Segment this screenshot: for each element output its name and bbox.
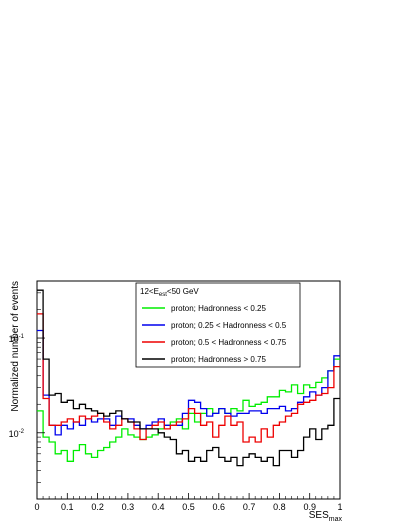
x-tick-label: 0: [34, 502, 39, 512]
legend-header-sub: est: [159, 292, 167, 298]
axes: 0 0.1 0.2 0.3 0.4 0.5 0.6 0.7 0.8 0.9 110-210-1: [9, 280, 343, 512]
x-tick-label: 0.1: [61, 502, 74, 512]
series-line-2: [37, 329, 340, 436]
x-tick-label: 0.8: [273, 502, 286, 512]
y-tick-label-exponent: -1: [19, 334, 25, 340]
legend-header: 12<Eest<50 GeV: [140, 287, 199, 298]
series-line-3: [37, 313, 340, 443]
x-tick-label: 0.2: [91, 502, 104, 512]
x-tick-label: 0.4: [152, 502, 165, 512]
legend-entry-4: proton; Hadronness > 0.75: [171, 355, 267, 364]
legend-entry-2: proton; 0.25 < Hadronness < 0.5: [171, 321, 287, 330]
series-line-4: [37, 289, 340, 467]
y-tick-label-base: 10: [9, 429, 19, 439]
x-tick-label: 0.5: [182, 502, 195, 512]
legend: 12<Eest<50 GeV proton; Hadronness < 0.25…: [135, 282, 301, 368]
x-axis-title: SESmax: [309, 510, 343, 523]
x-tick-label: 0.9: [303, 502, 316, 512]
x-axis-title-sub: max: [329, 516, 343, 523]
legend-header-rest: <50 GeV: [167, 287, 199, 296]
x-tick-label: 0.6: [213, 502, 226, 512]
x-tick-label: 1: [337, 502, 342, 512]
y-axis-title: Normalized number of events: [10, 281, 21, 412]
series-line-1: [37, 358, 340, 462]
legend-header-main: 12<E: [140, 287, 159, 296]
x-tick-label: 0.3: [122, 502, 135, 512]
y-tick-label-base: 10: [9, 334, 19, 344]
y-tick-label-exponent: -2: [19, 429, 25, 435]
legend-entry-1: proton; Hadronness < 0.25: [171, 304, 267, 313]
x-axis-title-main: SES: [309, 510, 329, 521]
y-tick-label: 10-1: [9, 334, 25, 344]
y-tick-label: 10-2: [9, 429, 25, 439]
series-layer: [37, 289, 340, 467]
x-tick-label: 0.7: [243, 502, 256, 512]
legend-entry-3: proton; 0.5 < Hadronness < 0.75: [171, 338, 287, 347]
